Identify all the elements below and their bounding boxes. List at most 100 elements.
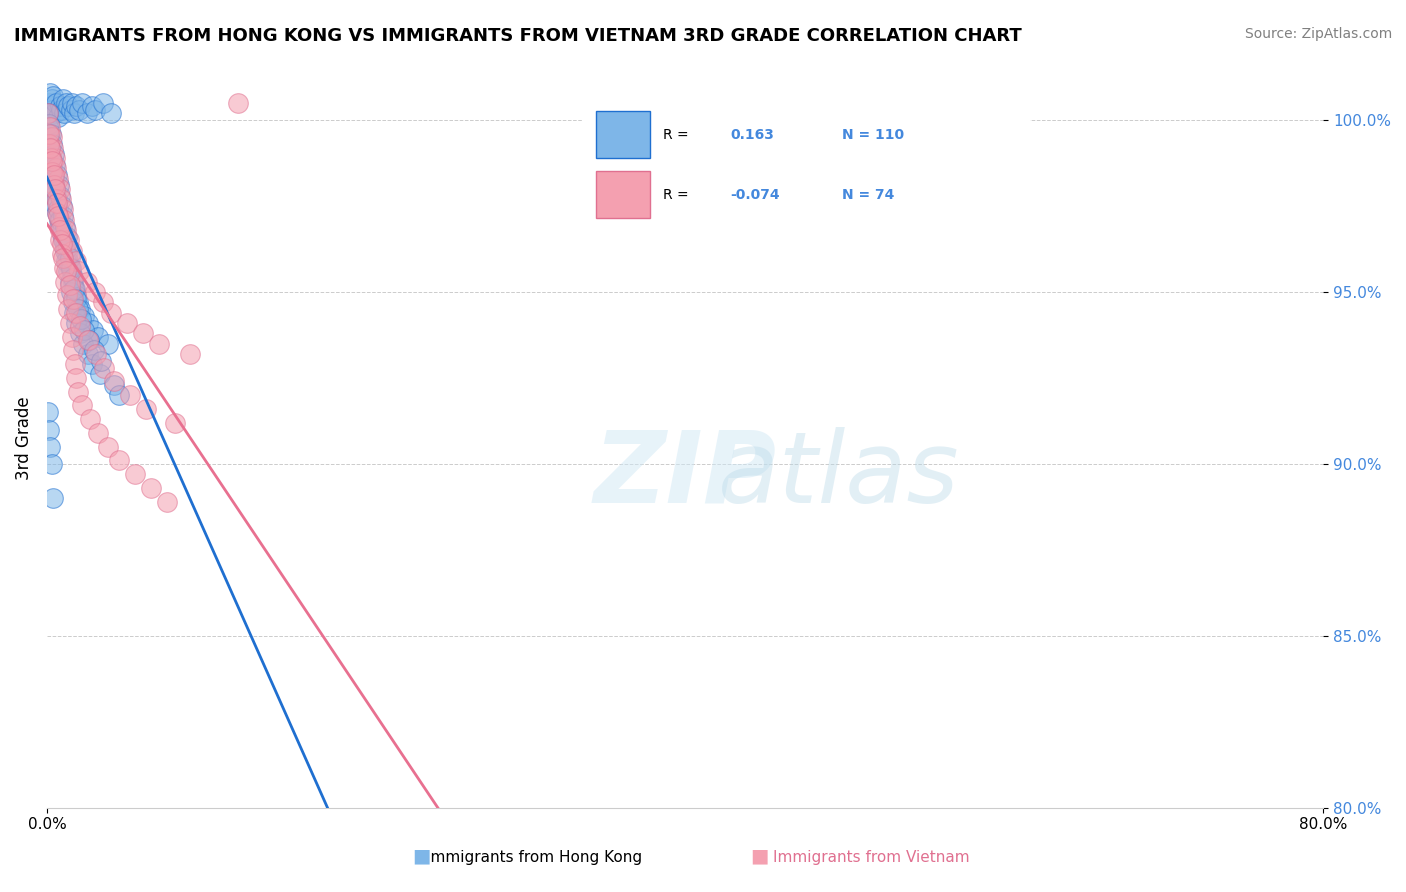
Point	[45, 195, 67, 210]
Point	[39, 120, 62, 134]
Point	[44, 158, 66, 172]
Point	[52, 251, 75, 265]
Point	[55, 264, 77, 278]
Point	[148, 336, 170, 351]
Point	[65, 288, 87, 302]
Point	[62, 95, 84, 110]
Point	[52, 210, 75, 224]
Point	[49, 234, 72, 248]
Point	[39, 164, 62, 178]
Point	[56, 99, 79, 113]
Point	[56, 288, 79, 302]
Point	[42, 178, 65, 193]
Point	[62, 295, 84, 310]
Point	[107, 388, 129, 402]
Point	[77, 316, 100, 330]
Point	[107, 453, 129, 467]
Point	[51, 103, 73, 117]
Point	[56, 247, 79, 261]
Point	[103, 375, 125, 389]
Point	[52, 234, 75, 248]
Point	[70, 399, 93, 413]
Point	[41, 175, 63, 189]
Point	[41, 161, 63, 176]
Point	[79, 412, 101, 426]
Point	[51, 227, 73, 241]
Point	[91, 95, 114, 110]
Point	[80, 99, 103, 113]
Point	[69, 319, 91, 334]
Point	[41, 154, 63, 169]
Point	[55, 254, 77, 268]
Point	[37, 106, 59, 120]
Point	[66, 302, 89, 317]
Point	[39, 151, 62, 165]
Point	[90, 353, 112, 368]
Text: Immigrants from Vietnam: Immigrants from Vietnam	[773, 850, 970, 865]
Point	[82, 323, 104, 337]
Point	[96, 440, 118, 454]
Point	[163, 416, 186, 430]
Point	[131, 326, 153, 341]
Point	[53, 212, 76, 227]
Point	[67, 264, 90, 278]
Point	[37, 130, 59, 145]
Point	[65, 292, 87, 306]
Point	[51, 247, 73, 261]
Point	[48, 182, 70, 196]
Point	[38, 154, 60, 169]
Point	[66, 295, 89, 310]
Point	[65, 371, 87, 385]
Point	[155, 494, 177, 508]
Point	[45, 161, 67, 176]
Point	[59, 103, 82, 117]
Point	[45, 192, 67, 206]
Point	[100, 305, 122, 319]
Point	[87, 329, 110, 343]
Point	[53, 240, 76, 254]
Point	[53, 219, 76, 234]
Point	[38, 130, 60, 145]
Point	[41, 93, 63, 107]
Point	[48, 178, 70, 193]
Point	[45, 168, 67, 182]
Text: Immigrants from Hong Kong: Immigrants from Hong Kong	[426, 850, 643, 865]
Point	[39, 140, 62, 154]
Point	[60, 260, 83, 275]
Point	[124, 467, 146, 482]
Point	[49, 223, 72, 237]
Point	[48, 210, 70, 224]
Point	[45, 192, 67, 206]
Point	[44, 182, 66, 196]
Point	[63, 305, 86, 319]
Point	[59, 260, 82, 275]
Point	[93, 360, 115, 375]
Point	[52, 260, 75, 275]
Point	[38, 86, 60, 100]
Point	[49, 212, 72, 227]
Point	[65, 254, 87, 268]
Text: atlas: atlas	[717, 426, 959, 524]
Point	[76, 275, 98, 289]
Point	[51, 199, 73, 213]
Point	[100, 106, 122, 120]
Point	[60, 268, 83, 282]
Point	[76, 347, 98, 361]
Point	[39, 99, 62, 113]
Point	[56, 240, 79, 254]
Point	[37, 106, 59, 120]
Point	[51, 236, 73, 251]
Point	[41, 130, 63, 145]
Point	[63, 357, 86, 371]
Point	[91, 295, 114, 310]
Point	[69, 302, 91, 317]
Point	[58, 234, 80, 248]
Point	[41, 137, 63, 152]
Point	[56, 264, 79, 278]
Point	[83, 285, 105, 299]
Point	[42, 147, 65, 161]
Point	[48, 212, 70, 227]
Point	[59, 251, 82, 265]
Point	[135, 401, 157, 416]
Point	[103, 377, 125, 392]
